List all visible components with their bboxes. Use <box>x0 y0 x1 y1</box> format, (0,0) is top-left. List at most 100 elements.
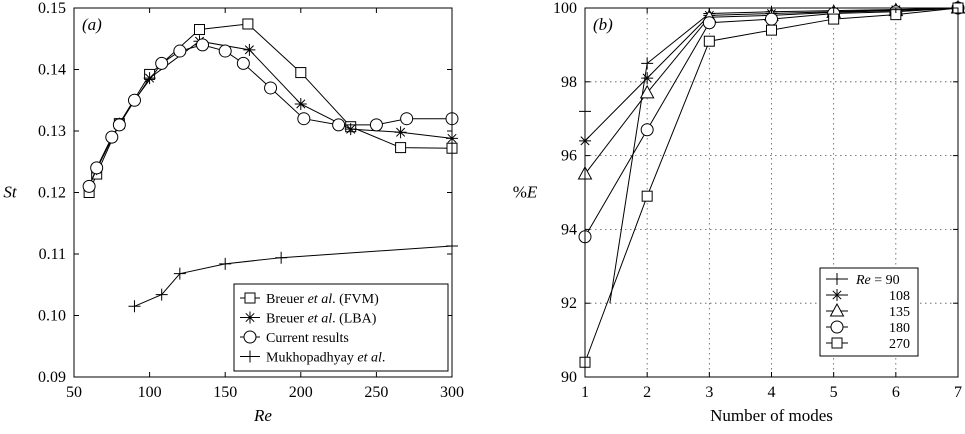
panel-b-xtick-label-2: 3 <box>705 384 713 401</box>
panel-a-legend-marker-1 <box>244 311 256 324</box>
panel-a-tag: (a) <box>82 15 102 34</box>
panel-b-xtick-label-3: 4 <box>768 384 776 401</box>
panel-a-legend-label-1-part-0: Breuer <box>266 312 308 327</box>
panel-a-series-3 <box>128 240 458 313</box>
panel-a-legend-marker-2 <box>243 330 257 344</box>
panel-a-ytick-label-1: 0.10 <box>38 308 66 325</box>
panel-a-series-1-point-3 <box>143 72 156 85</box>
panel-b-ytick-label-5: 100 <box>553 0 577 17</box>
panel-a-ylabel: St <box>3 183 18 202</box>
panel-a-series-2 <box>82 38 459 193</box>
panel-a-series-1 <box>83 35 458 193</box>
panel-a-series-0 <box>83 18 458 198</box>
panel-a-series-0-point-4 <box>193 24 205 36</box>
panel-a-series-2-point-2 <box>105 130 119 144</box>
panel-a-series-2-point-8 <box>218 44 232 58</box>
panel-a-series-2-point-6 <box>173 44 187 58</box>
panel-a-series-3-point-4 <box>275 251 288 264</box>
panel-a-ytick-label-5: 0.14 <box>38 62 66 79</box>
panel-b-ytick-label-1: 92 <box>561 295 577 312</box>
panel-a-legend-marker-0 <box>244 292 256 304</box>
panel-a-xtick-label-2: 150 <box>213 384 237 401</box>
panel-a-legend-label-0-part-0: Breuer <box>266 292 308 307</box>
panel-b-legend-marker-2 <box>829 302 845 317</box>
panel-a-xtick-label-1: 100 <box>138 384 162 401</box>
panel-a-series-0-point-6 <box>295 67 307 79</box>
panel-a-series-2-point-14 <box>400 112 414 126</box>
panel-a-legend-label-2-part-0: Current results <box>266 331 349 346</box>
panel-a-xtick-label-4: 250 <box>364 384 388 401</box>
panel-a-series-3-point-1 <box>155 288 168 301</box>
panel-a-legend-label-2: Current results <box>266 331 349 346</box>
panel-a-series-2-point-13 <box>369 118 383 132</box>
panel-b-ytick-label-4: 98 <box>561 74 577 91</box>
panel-a-series-2-point-9 <box>236 56 250 70</box>
panel-a-xlabel: Re <box>253 406 272 425</box>
panel-a-series-2-point-3 <box>112 118 126 132</box>
panel-b-legend-label-2: 135 <box>889 305 910 320</box>
panel-a-ytick-label-6: 0.15 <box>38 0 66 17</box>
panel-a-series-2-point-12 <box>332 118 346 132</box>
panel-b-xlabel: Number of modes <box>710 406 833 425</box>
panel-a-legend-label-0-part-1: et al <box>308 292 333 307</box>
panel-a-legend-label-3-part-0: Mukhopadhyay <box>266 351 357 366</box>
panel-a-ytick-label-4: 0.13 <box>38 123 66 140</box>
panel-b-series-0-point-1 <box>641 57 654 70</box>
panel-a-legend-label-0: Breuer et al. (FVM) <box>266 292 379 307</box>
panel-b-series-4-point-3 <box>766 24 777 36</box>
panel-b-legend-marker-3 <box>830 320 844 334</box>
panel-a-xtick-label-0: 50 <box>66 384 82 401</box>
panel-a-series-2-point-0 <box>82 179 96 193</box>
panel-b-ytick-label-2: 94 <box>561 221 577 238</box>
panel-a-series-2-point-4 <box>127 93 141 107</box>
panel-a-legend: Breuer et al. (FVM)Breuer et al. (LBA)Cu… <box>233 283 449 372</box>
panel-a-series-1-line <box>88 40 453 187</box>
panel-b-legend-label-1: 108 <box>889 289 910 304</box>
panel-b: 1 2 3 4 5 6 7 90 92 94 96 98 100 (b) Number of modes… <box>513 0 965 425</box>
panel-b-series-2-point-1 <box>639 84 655 99</box>
panel-a: 50 100 150 200 250 300 0.09 0.10 0.11 0.12 0.13 0.1… <box>3 0 464 425</box>
panel-a-series-0-line <box>88 23 453 193</box>
panel-b-xtick-label-5: 6 <box>892 384 900 401</box>
panel-a-series-2-point-5 <box>155 56 169 70</box>
panel-b-xtick-label-6: 7 <box>954 384 962 401</box>
panel-a-series-2-point-11 <box>297 112 311 126</box>
panel-b-legend-marker-1 <box>831 289 843 301</box>
panel-b-xtick-label-0: 1 <box>581 384 589 401</box>
panel-b-legend-re: Re <box>855 273 871 288</box>
panel-a-series-2-point-7 <box>196 38 210 52</box>
panel-a-series-3-point-2 <box>173 267 186 280</box>
panel-b-series-3-point-1 <box>640 123 654 137</box>
panel-a-series-1-point-7 <box>344 123 357 136</box>
panel-a-legend-box <box>233 283 449 372</box>
panel-a-legend-marker-3 <box>244 350 256 363</box>
panel-a-series-1-point-6 <box>294 97 307 110</box>
panel-a-legend-label-1: Breuer et al. (LBA) <box>266 312 377 327</box>
panel-b-series-3-line <box>584 7 959 238</box>
panel-b-legend-marker-0 <box>831 273 843 285</box>
panel-b-series-4-point-2 <box>703 35 715 47</box>
panel-b-legend-label-4: 270 <box>889 337 910 352</box>
panel-a-ytick-label-3: 0.12 <box>38 185 66 202</box>
panel-b-series-3-point-3 <box>765 12 778 26</box>
panel-b-series-1-point-1 <box>641 72 654 85</box>
panel-a-series-2-point-1 <box>90 161 104 175</box>
panel-b-ylabel-percent: % <box>513 183 527 202</box>
panel-b-xtick-label-1: 2 <box>643 384 651 401</box>
panel-a-legend-label-0-part-2: . (FVM) <box>332 292 379 307</box>
panel-a-series-2-point-10 <box>264 81 278 95</box>
panel-b-legend-label-0: Re = 90 <box>855 273 900 288</box>
panel-a-legend-label-3-part-1: et al <box>357 351 382 366</box>
panel-a-legend-label-3: Mukhopadhyay et al. <box>266 351 385 366</box>
panel-b-ytick-label-0: 90 <box>561 369 577 386</box>
panel-a-legend-label-1-part-2: . (LBA) <box>332 312 377 327</box>
panel-b-tag: (b) <box>593 15 613 34</box>
panel-a-series-0-point-5 <box>242 18 254 30</box>
panel-a-series-1-point-5 <box>243 43 256 56</box>
panel-b-legend-marker-4 <box>831 337 843 349</box>
panel-b-series-3-point-2 <box>702 16 716 30</box>
panel-a-xtick-label-5: 300 <box>440 384 464 401</box>
panel-a-series-3-point-3 <box>219 257 232 270</box>
